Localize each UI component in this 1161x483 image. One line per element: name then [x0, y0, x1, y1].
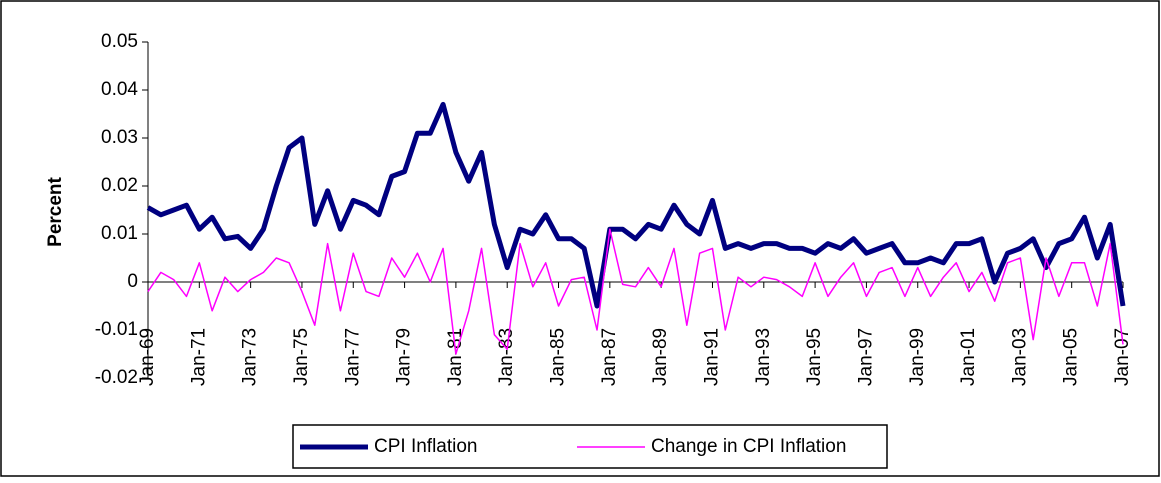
legend-label: Change in CPI Inflation [651, 436, 846, 457]
x-tick-label: Jan-05 [1061, 328, 1082, 386]
x-tick-label: Jan-95 [804, 328, 825, 386]
y-tick-label: 0.01 [101, 223, 138, 244]
y-tick-label: 0.02 [101, 175, 138, 196]
y-tick-label: 0.03 [101, 127, 138, 148]
x-tick-label: Jan-99 [907, 328, 928, 386]
series-line [147, 228, 1124, 355]
y-tick-label: -0.02 [95, 367, 138, 388]
x-tick-label: Jan-87 [599, 328, 620, 386]
x-tick-label: Jan-93 [753, 328, 774, 386]
x-tick-label: Jan-97 [855, 328, 876, 386]
y-tick-label: 0 [127, 271, 138, 292]
x-tick-label: Jan-07 [1112, 328, 1133, 386]
y-axis-label: Percent [45, 176, 66, 246]
x-tick-label: Jan-75 [291, 328, 312, 386]
x-tick-label: Jan-71 [188, 328, 209, 386]
x-tick-label: Jan-03 [1009, 328, 1030, 386]
x-tick-label: Jan-77 [342, 328, 363, 386]
x-tick-label: Jan-89 [650, 328, 671, 386]
x-tick-label: Jan-83 [496, 328, 517, 386]
y-tick-label: 0.05 [101, 31, 138, 52]
legend-label: CPI Inflation [374, 436, 478, 457]
y-tick-label: -0.01 [95, 319, 138, 340]
x-tick-label: Jan-69 [137, 328, 158, 386]
x-tick-label: Jan-81 [445, 328, 466, 386]
x-tick-label: Jan-85 [548, 328, 569, 386]
x-tick-label: Jan-91 [701, 328, 722, 386]
y-tick-label: 0.04 [101, 79, 138, 100]
x-tick-label: Jan-79 [394, 328, 415, 386]
x-tick-label: Jan-73 [240, 328, 261, 386]
series-line [146, 101, 1126, 309]
x-tick-label: Jan-01 [958, 328, 979, 386]
